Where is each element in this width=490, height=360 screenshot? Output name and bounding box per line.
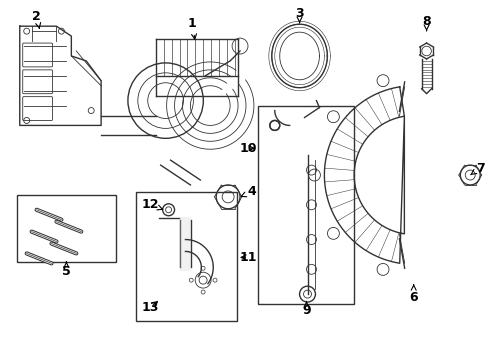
Text: 9: 9: [302, 302, 311, 318]
Text: 8: 8: [422, 15, 431, 31]
Text: 10: 10: [239, 142, 257, 155]
Text: 5: 5: [62, 262, 71, 278]
Bar: [17, 195, 116, 262]
Text: 2: 2: [32, 10, 41, 28]
Text: 13: 13: [142, 301, 159, 314]
Text: 1: 1: [188, 17, 197, 39]
Text: 4: 4: [241, 185, 256, 198]
Text: 6: 6: [409, 285, 418, 303]
Bar: [136, 192, 237, 321]
Text: 7: 7: [471, 162, 485, 175]
Bar: [258, 105, 354, 304]
Text: 3: 3: [295, 7, 304, 23]
Text: 12: 12: [142, 198, 163, 211]
Text: 11: 11: [239, 251, 257, 264]
